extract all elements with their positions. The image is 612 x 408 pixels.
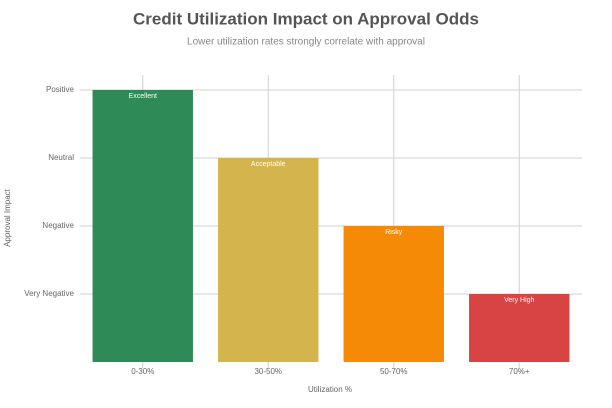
y-tick-label: Neutral: [48, 153, 74, 162]
x-tick-label: 30-50%: [254, 367, 282, 376]
bar: [218, 158, 319, 362]
x-tick-label: 0-30%: [131, 367, 154, 376]
chart-title: Credit Utilization Impact on Approval Od…: [133, 9, 479, 28]
bar: [469, 294, 570, 362]
value-label: Acceptable: [251, 161, 286, 168]
y-axis-label: Approval Impact: [3, 188, 12, 247]
chart-subtitle: Lower utilization rates strongly correla…: [187, 37, 425, 48]
x-tick-label: 70%+: [509, 367, 530, 376]
value-label: Very High: [504, 297, 534, 304]
value-label: Excellent: [129, 93, 157, 100]
bar: [92, 90, 193, 362]
y-tick-label: Very Negative: [24, 289, 74, 298]
y-tick-label: Positive: [46, 85, 75, 94]
y-tick-label: Negative: [42, 221, 74, 230]
x-axis-label: Utilization %: [308, 385, 352, 394]
x-tick-label: 50-70%: [380, 367, 408, 376]
value-label: Risky: [385, 229, 403, 236]
bar: [343, 226, 444, 362]
